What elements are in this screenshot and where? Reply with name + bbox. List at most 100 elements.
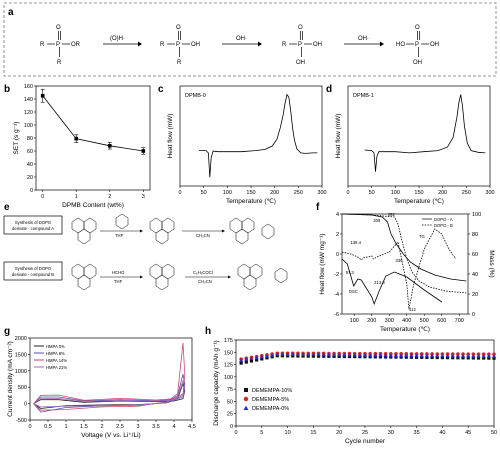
legend-label: DEMEMPA-5% [252, 397, 289, 403]
panel-f-label: f [316, 202, 320, 213]
data-point [404, 355, 408, 359]
b-ytick-label: 120 [24, 110, 33, 116]
dsc-curve [198, 93, 318, 178]
h-xtick-label: 15 [310, 430, 316, 436]
h-xtick-label: 0 [234, 430, 237, 436]
g-xtick-label: 3.5 [152, 424, 160, 430]
data-point [378, 355, 383, 359]
data-point [347, 354, 352, 359]
data-point [492, 354, 496, 358]
h-xtick-label: 20 [336, 430, 342, 436]
chart-d-xtick-label: 0 [346, 190, 349, 196]
f-ytick-label: 2 [336, 232, 339, 238]
h-ytick-label: 125 [224, 363, 233, 369]
chart-d-xtick-label: 50 [369, 190, 375, 196]
legend-label: HMPA 21% [46, 365, 67, 370]
b-xtick-label: 0 [41, 194, 44, 200]
b-ytick-label: 0 [30, 188, 33, 194]
series-line [33, 382, 186, 409]
g-xtick-label: 1.5 [80, 424, 88, 430]
b-ytick-label: 20 [27, 175, 33, 181]
series-line [33, 379, 186, 408]
y-axis-label: Discharge capacity (mAh g⁻¹) [213, 340, 220, 425]
legend-label: DEMEMPA-10% [252, 388, 292, 394]
chart-c-xtick-label: 200 [270, 190, 279, 196]
series-line [42, 95, 144, 152]
panel-e-scheme: Synthesis of DOPO derivate - compound A … [3, 213, 288, 291]
f-ytick-label: -6 [334, 312, 339, 318]
data-point [259, 354, 264, 359]
data-point [244, 360, 248, 364]
data-point [357, 353, 362, 357]
data-point [455, 353, 460, 358]
plot-frame [29, 337, 193, 421]
chart-c-xtick-label: 50 [201, 190, 207, 196]
reaction-arrow-2: OH· [222, 36, 262, 47]
inset-label: DPMB-1 [353, 93, 374, 99]
h-xtick-label: 35 [414, 430, 420, 436]
chart-c-xtick-label: 150 [246, 190, 255, 196]
f-xtick-label: 400 [402, 318, 411, 324]
panel-a-label: a [8, 7, 14, 18]
f-ytick-label: -4 [334, 292, 339, 298]
data-point [239, 361, 243, 365]
h-ytick-label: 150 [224, 350, 233, 356]
arrow-label: OH· [236, 36, 247, 42]
b-ytick-label: 80 [27, 136, 33, 142]
data-point [471, 354, 476, 358]
panel-d-label: d [326, 84, 332, 95]
data-point [409, 355, 414, 359]
legend-label: DOPO - B [434, 223, 453, 228]
panel-c-label: c [158, 84, 164, 95]
data-point [471, 356, 475, 360]
reagent-label: THF [115, 233, 124, 238]
data-point [445, 353, 450, 358]
data-point [424, 353, 429, 358]
g-ytick-label: -500 [16, 418, 27, 424]
legend-label: HMPA 14% [46, 358, 67, 363]
x-axis-label: Cycle number [345, 438, 386, 445]
plot-frame [35, 85, 151, 191]
g-xtick-label: 1 [64, 424, 67, 430]
data-point [435, 353, 440, 358]
data-point [383, 353, 388, 357]
h-ytick-label: 50 [227, 399, 233, 405]
reagent-label: CH₃CN [196, 233, 210, 238]
x-axis-label: Temperature (℃) [380, 326, 430, 333]
scheme-box-b-line1: Synthesis of DOPO [15, 266, 52, 271]
atom-p: P [298, 42, 302, 48]
atom-r: R [177, 60, 182, 66]
data-point [415, 355, 419, 359]
y-axis-label: Heat flow (mW) [167, 114, 174, 159]
chart-g-cv: 0 0.5 1 1.5 2 2.5 3 3.5 4 4.5-5000500100015002000… [7, 336, 196, 439]
g-ytick-label: 500 [18, 385, 27, 391]
data-point [239, 358, 244, 362]
g-ytick-label: 1500 [15, 352, 27, 358]
chart-d-xtick-label: 300 [485, 190, 494, 196]
h-ytick-label: 100 [224, 375, 233, 381]
y-axis-label: Current density (mA cm⁻²) [7, 341, 14, 417]
g-ytick-label: 2000 [15, 336, 27, 342]
data-point [363, 355, 367, 359]
data-point [249, 356, 254, 361]
data-point [74, 136, 79, 141]
scheme-box-a [3, 215, 63, 235]
b-ytick-label: 40 [27, 162, 33, 168]
annotation-label: 336 [396, 258, 404, 263]
reaction-arrow-1: (O)H· [103, 36, 142, 47]
inset-label: DPMB-0 [185, 93, 206, 99]
data-point [301, 352, 306, 357]
annotation-label: 412 [409, 307, 417, 312]
atom-o: O [56, 25, 61, 31]
data-point [440, 353, 445, 358]
g-ytick-label: 1000 [15, 369, 27, 375]
annotation-label: 138.4 [350, 240, 361, 245]
annotation-label: 97.3 [346, 270, 355, 275]
h-xtick-label: 30 [388, 430, 394, 436]
g-ytick-label: 0 [24, 402, 27, 408]
annotation-label: 209 [373, 218, 381, 223]
arrow-label: (O)H· [110, 36, 125, 42]
molecule-2: R P O OH R [160, 25, 200, 66]
data-point [399, 355, 403, 359]
data-point [466, 353, 471, 358]
